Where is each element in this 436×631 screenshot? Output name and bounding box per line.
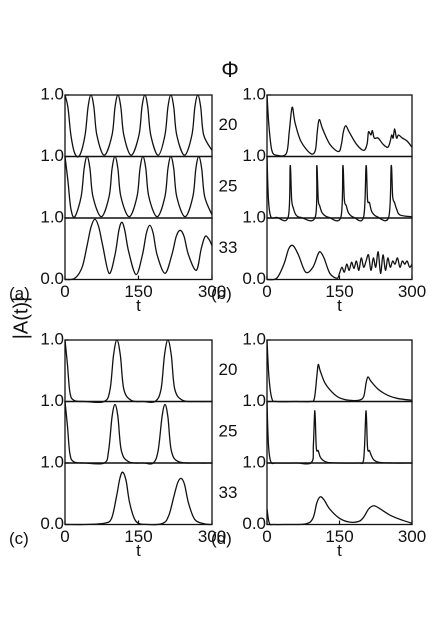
row-label: 25 [219,422,238,441]
curve [64,218,213,281]
y-tick-label: 1.0 [40,207,64,226]
x-tick-label: 0 [262,282,271,301]
subplot-frame [64,400,213,464]
x-tick-label: 150 [124,527,152,546]
y-tick-label: 1.0 [40,329,64,348]
y-tick-label: 1.0 [40,84,64,103]
subplot-frame [266,400,413,464]
y-tick-label: 1.0 [242,452,266,471]
x-tick-label: 150 [124,282,152,301]
row-label: 33 [219,238,238,257]
y-axis-label: |A(t)| [10,297,32,340]
row-label: 20 [219,360,238,379]
panel-label: (a) [9,284,30,303]
curve [64,155,213,218]
y-tick-label: 1.0 [242,391,266,410]
curve [64,401,213,465]
x-tick-label: 0 [60,282,69,301]
y-tick-label: 0.0 [242,514,266,533]
figure-title: Φ [221,57,239,82]
x-axis-label: t [136,296,141,315]
row-label: 25 [219,177,238,196]
x-tick-label: 300 [198,282,226,301]
row-label: 20 [219,115,238,134]
panel-label: (b) [211,284,232,303]
curve [266,401,413,465]
y-tick-label: 1.0 [40,146,64,165]
x-axis-label: t [337,296,342,315]
x-axis-label: t [337,541,342,560]
x-tick-label: 150 [325,527,353,546]
x-tick-label: 300 [398,527,426,546]
x-tick-label: 0 [60,527,69,546]
x-tick-label: 300 [198,527,226,546]
curve [64,471,213,526]
panel-label: (d) [211,529,232,548]
curve [64,339,213,404]
y-tick-label: 1.0 [242,146,266,165]
row-label: 33 [219,483,238,502]
y-tick-label: 1.0 [40,391,64,410]
x-axis-label: t [136,541,141,560]
x-tick-label: 0 [262,527,271,546]
y-tick-label: 1.0 [242,329,266,348]
y-tick-label: 0.0 [242,269,266,288]
curve [266,244,413,281]
y-tick-label: 1.0 [242,207,266,226]
subplot-frame [64,462,213,526]
y-tick-label: 0.0 [40,269,64,288]
subplot-frame [64,339,213,403]
curve [266,339,413,403]
subplot-frame [266,94,413,158]
curve [266,156,413,222]
y-tick-label: 1.0 [242,84,266,103]
x-tick-label: 300 [398,282,426,301]
curve [64,94,213,158]
curve [266,94,413,157]
panel-label: (c) [9,529,29,548]
subplot-frame [266,339,413,403]
subplot-frame [64,94,213,158]
x-tick-label: 150 [325,282,353,301]
curve [266,496,413,526]
y-tick-label: 0.0 [40,514,64,533]
y-tick-label: 1.0 [40,452,64,471]
